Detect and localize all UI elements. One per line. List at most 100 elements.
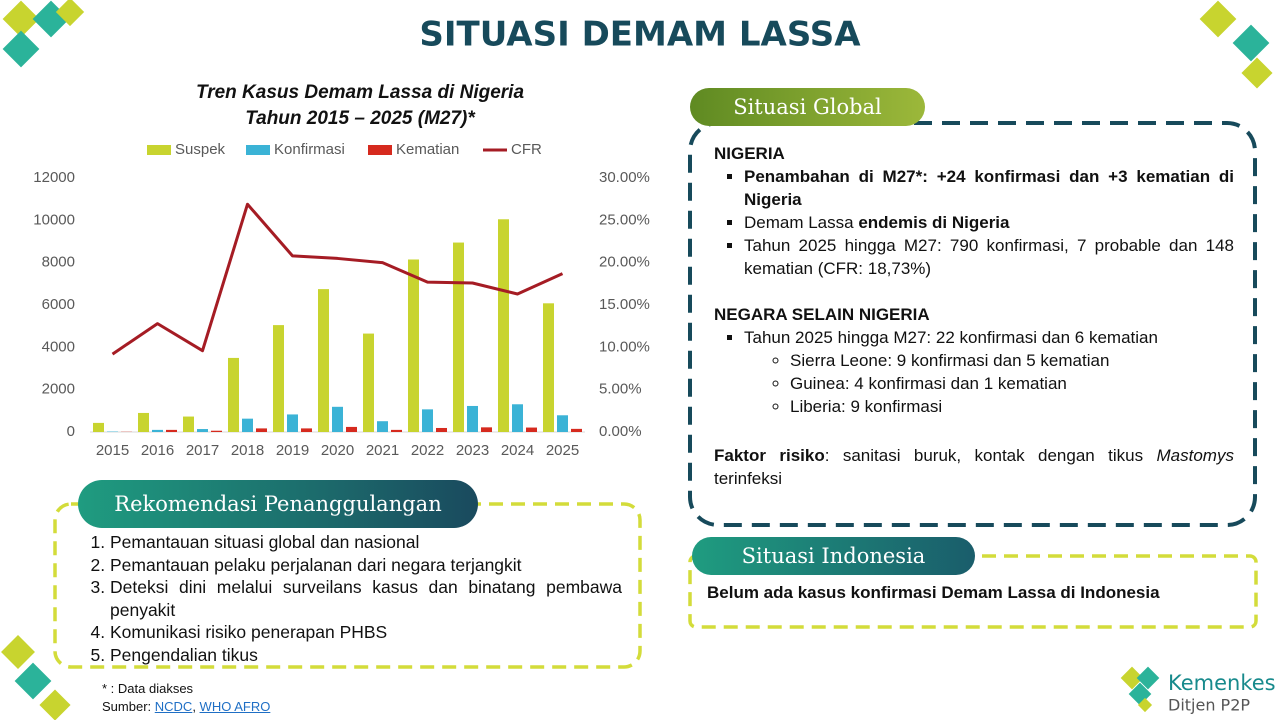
nigeria-heading: NIGERIA xyxy=(714,144,785,163)
bar xyxy=(287,414,298,432)
risk-text: : sanitasi buruk, kontak dengan tikus xyxy=(824,446,1157,465)
risk-species: Mastomys xyxy=(1156,446,1234,465)
others-subitem: Sierra Leone: 9 konfirmasi dan 5 kematia… xyxy=(790,349,1234,372)
item-text: Penambahan di M27*: +24 konfirmasi dan +… xyxy=(744,167,1234,209)
nigeria-item: Tahun 2025 hingga M27: 790 konfirmasi, 7… xyxy=(744,234,1234,280)
recommendation-item: Pemantauan pelaku perjalanan dari negara… xyxy=(110,554,622,577)
x-tick-label: 2016 xyxy=(141,442,174,459)
bar xyxy=(422,409,433,432)
y-tick-label: 6000 xyxy=(42,296,75,313)
logo-name: Kemenkes xyxy=(1168,671,1276,695)
x-tick-label: 2015 xyxy=(96,442,129,459)
y2-tick-label: 10.00% xyxy=(599,338,650,355)
recommendation-item: Komunikasi risiko penerapan PHBS xyxy=(110,621,622,644)
others-list: Tahun 2025 hingga M27: 22 konfirmasi dan… xyxy=(714,326,1234,349)
x-tick-label: 2021 xyxy=(366,442,399,459)
nigeria-item: Demam Lassa endemis di Nigeria xyxy=(744,211,1234,234)
y-tick-label: 8000 xyxy=(42,254,75,271)
x-tick-label: 2023 xyxy=(456,442,489,459)
footnote-note: * : Data diakses xyxy=(102,681,194,696)
legend-label: Suspek xyxy=(175,141,226,158)
y2-tick-label: 20.00% xyxy=(599,254,650,271)
bar xyxy=(228,357,239,432)
global-header: Situasi Global xyxy=(690,88,925,126)
others-sublist: Sierra Leone: 9 konfirmasi dan 5 kematia… xyxy=(714,349,1234,418)
bar xyxy=(512,404,523,432)
nigeria-list: Penambahan di M27*: +24 konfirmasi dan +… xyxy=(714,165,1234,280)
chart-title: Tren Kasus Demam Lassa di Nigeria xyxy=(196,82,524,103)
logo-unit: Ditjen P2P xyxy=(1168,696,1250,715)
slide-title: SITUASI DEMAM LASSA xyxy=(419,15,861,55)
y2-tick-label: 5.00% xyxy=(599,381,642,398)
recommendation-list: Pemantauan situasi global dan nasional P… xyxy=(72,531,622,666)
bar xyxy=(183,416,194,432)
bar xyxy=(93,422,104,432)
bar xyxy=(408,259,419,432)
global-content: NIGERIA Penambahan di M27*: +24 konfirma… xyxy=(714,142,1234,490)
source-separator: , xyxy=(192,699,200,714)
bar xyxy=(138,412,149,432)
source-link[interactable]: WHO AFRO xyxy=(199,699,271,714)
bar xyxy=(557,415,568,432)
bar xyxy=(391,429,402,432)
footnote: * : Data diakses Sumber: NCDC, WHO AFRO xyxy=(102,680,270,716)
others-heading: NEGARA SELAIN NIGERIA xyxy=(714,305,930,324)
y-tick-label: 4000 xyxy=(42,338,75,355)
bar xyxy=(166,429,177,432)
x-tick-label: 2025 xyxy=(546,442,579,459)
source-label: Sumber: xyxy=(102,699,155,714)
y2-tick-label: 25.00% xyxy=(599,211,650,228)
recommendation-item: Pemantauan situasi global dan nasional xyxy=(110,531,622,554)
bar xyxy=(332,406,343,432)
bar xyxy=(346,426,357,432)
bar xyxy=(197,429,208,432)
indonesia-header: Situasi Indonesia xyxy=(692,537,975,575)
others-subitem: Guinea: 4 konfirmasi dan 1 kematian xyxy=(790,372,1234,395)
others-item: Tahun 2025 hingga M27: 22 konfirmasi dan… xyxy=(744,326,1234,349)
bar xyxy=(526,427,537,432)
bar xyxy=(301,428,312,432)
legend-label: Kematian xyxy=(396,141,459,158)
recommendation-content: Pemantauan situasi global dan nasional P… xyxy=(72,531,622,666)
bar xyxy=(273,325,284,432)
bar xyxy=(467,405,478,432)
risk-label: Faktor risiko xyxy=(714,446,825,465)
bar xyxy=(242,418,253,432)
y2-tick-label: 0.00% xyxy=(599,423,642,440)
item-text: Tahun 2025 hingga M27: 22 konfirmasi dan… xyxy=(744,328,1158,347)
legend-label: CFR xyxy=(511,141,542,158)
global-box xyxy=(688,121,1257,527)
risk-text: terinfeksi xyxy=(714,469,783,488)
x-tick-label: 2017 xyxy=(186,442,219,459)
bar xyxy=(571,428,582,432)
x-tick-label: 2020 xyxy=(321,442,354,459)
bar xyxy=(543,303,554,432)
recommendation-item: Pengendalian tikus xyxy=(110,644,622,667)
bar xyxy=(377,421,388,432)
y-tick-label: 10000 xyxy=(33,211,75,228)
bar xyxy=(256,428,267,432)
x-tick-label: 2022 xyxy=(411,442,444,459)
y2-tick-label: 30.00% xyxy=(599,169,650,186)
item-text: Tahun 2025 hingga M27: 790 konfirmasi, 7… xyxy=(744,236,1234,278)
source-link[interactable]: NCDC xyxy=(154,699,193,714)
bar xyxy=(211,430,222,432)
chart-subtitle: Tahun 2015 – 2025 (M27)* xyxy=(245,108,476,129)
bar xyxy=(152,429,163,432)
legend-swatch xyxy=(147,145,171,155)
y-tick-label: 12000 xyxy=(33,169,75,186)
recommendation-item: Deteksi dini melalui surveilans kasus da… xyxy=(110,576,622,621)
others-subitem: Liberia: 9 konfirmasi xyxy=(790,395,1234,418)
y-tick-label: 2000 xyxy=(42,381,75,398)
recommendation-header: Rekomendasi Penanggulangan xyxy=(78,480,478,528)
legend-swatch xyxy=(368,145,392,155)
x-tick-label: 2019 xyxy=(276,442,309,459)
x-tick-label: 2024 xyxy=(501,442,534,459)
bar xyxy=(318,289,329,432)
y-tick-label: 0 xyxy=(67,423,75,440)
bar xyxy=(481,427,492,432)
bar xyxy=(453,242,464,432)
indonesia-text: Belum ada kasus konfirmasi Demam Lassa d… xyxy=(707,583,1160,602)
bar xyxy=(498,219,509,432)
